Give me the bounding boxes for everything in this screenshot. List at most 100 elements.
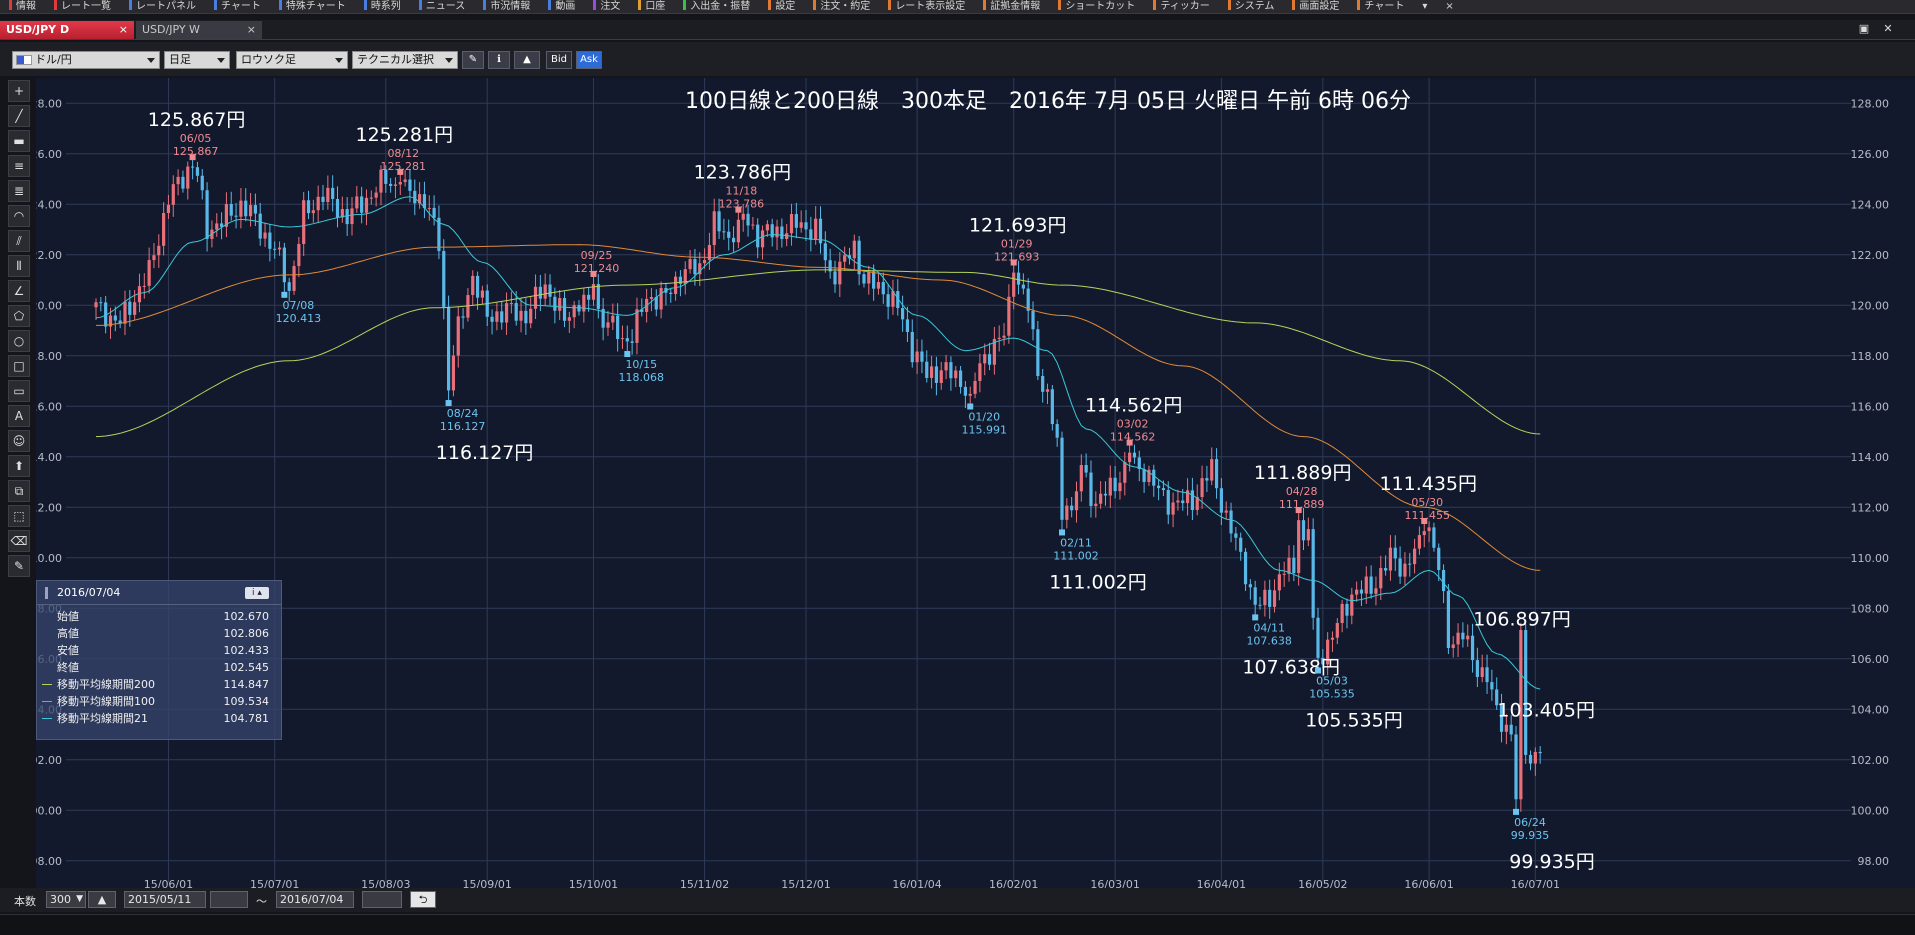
drawing-tool-1-icon[interactable]: ╱ [8, 105, 30, 127]
menu-item-11[interactable]: 入出金・振替 [674, 0, 759, 13]
candle-body [775, 226, 779, 238]
from-time-field[interactable] [210, 891, 248, 908]
chart-title: 100日線と200日線 300本足 2016年 7月 05日 火曜日 午前 6時… [685, 89, 1411, 114]
drawing-tool-10-icon[interactable]: ○ [8, 330, 30, 352]
menu-item-13[interactable]: 注文・約定 [804, 0, 879, 13]
tab-usdjpy-daily[interactable]: USD/JPY D × [0, 21, 134, 39]
window-close-icon[interactable]: ✕ [1883, 22, 1893, 35]
menu-item-17[interactable]: ティッカー [1144, 0, 1218, 13]
ask-button[interactable]: Ask [576, 51, 602, 69]
candle-body [1219, 488, 1223, 513]
close-icon[interactable]: × [246, 23, 256, 36]
menu-item-16[interactable]: ショートカット [1049, 0, 1144, 13]
to-date-field[interactable]: 2016/07/04 [276, 891, 354, 908]
drawing-tool-11-icon[interactable]: □ [8, 355, 30, 377]
bid-button[interactable]: Bid [546, 51, 572, 69]
drawing-tool-7-icon[interactable]: ⦀ [8, 255, 30, 277]
menu-item-10[interactable]: 口座 [629, 0, 674, 13]
top-menu-bar: 情報 レート一覧 レートパネル チャート 特殊チャート 時系列 ニュース 市況情報 動画 注文 口座… [0, 0, 1915, 14]
maximize-icon[interactable]: ▣ [1858, 22, 1870, 35]
menu-item-20[interactable]: チャート [1348, 0, 1413, 13]
drawing-tool-19-icon[interactable]: ✎ [8, 555, 30, 577]
from-date-field[interactable]: 2015/05/11 [124, 891, 206, 908]
menu-item-label: 注文 [600, 0, 621, 12]
candle-body [389, 183, 393, 186]
info-panel-header: 2016/07/04 i ▴ [37, 581, 281, 605]
mountain-chart-icon[interactable]: ▲ [514, 51, 540, 69]
drawing-tool-8-icon[interactable]: ∠ [8, 280, 30, 302]
close-icon[interactable]: × [118, 23, 128, 36]
drawing-tool-5-icon[interactable]: ◠ [8, 205, 30, 227]
menu-item-19[interactable]: 画面設定 [1283, 0, 1348, 13]
symbol-select[interactable]: ドル/円 [12, 51, 160, 69]
menu-item-18[interactable]: システム [1219, 0, 1284, 13]
reload-button[interactable]: ⮌ [410, 891, 436, 908]
to-time-field[interactable] [362, 891, 402, 908]
menu-item-5[interactable]: 時系列 [355, 0, 410, 13]
chart-type-select[interactable]: ロウソク足 [236, 51, 348, 69]
drawing-tool-16-icon[interactable]: ⧉ [8, 480, 30, 502]
candle-body [731, 237, 736, 243]
tab-usdjpy-weekly[interactable]: USD/JPY W × [136, 21, 262, 39]
menu-item-7[interactable]: 市況情報 [474, 0, 539, 13]
candle-body [683, 269, 687, 284]
menu-item-6[interactable]: ニュース [410, 0, 475, 13]
candle-body [886, 294, 890, 307]
candlestick-chart[interactable]: 128.00 128.00 126.00 126.00 124.00 124.00 122.… [24, 78, 1915, 892]
menu-item-9[interactable]: 注文 [584, 0, 629, 13]
menu-item-14[interactable]: レート表示設定 [879, 0, 974, 13]
menu-item-21[interactable]: ▾ [1413, 0, 1436, 13]
info-icon[interactable]: ℹ [488, 51, 510, 69]
menu-item-0[interactable]: 情報 [0, 0, 45, 13]
menu-item-label: ティッカー [1160, 0, 1210, 12]
candle-body [915, 351, 919, 363]
drawing-tool-17-icon[interactable]: ⬚ [8, 505, 30, 527]
pencil-icon[interactable]: ✎ [462, 51, 484, 69]
y-tick-label-right: 114.00 [1851, 451, 1890, 464]
menu-item-3[interactable]: チャート [205, 0, 270, 13]
y-tick-label-right: 128.00 [1851, 97, 1890, 110]
period-select[interactable]: 日足 [164, 51, 230, 69]
menu-item-1[interactable]: レート一覧 [45, 0, 120, 13]
y-tick-label-right: 110.00 [1851, 552, 1890, 565]
drawing-tool-15-icon[interactable]: ⬆ [8, 455, 30, 477]
candle-body [1321, 657, 1325, 665]
info-row: 安値 102.433 [37, 642, 281, 659]
menu-item-12[interactable]: 設定 [759, 0, 804, 13]
drawing-tool-4-icon[interactable]: ≣ [8, 180, 30, 202]
menu-mark-icon [888, 0, 892, 10]
chevron-up-icon[interactable]: ▲ [88, 891, 116, 908]
drawing-tool-14-icon[interactable]: ☺ [8, 430, 30, 452]
collapse-icon[interactable]: i ▴ [245, 587, 269, 599]
info-value: 114.847 [223, 678, 270, 691]
candle-body [751, 224, 755, 226]
count-select[interactable]: 300 ▼ [46, 891, 86, 908]
candle-body [1045, 389, 1050, 392]
drag-handle-icon[interactable] [45, 587, 48, 599]
drawing-tool-18-icon[interactable]: ⌫ [8, 530, 30, 552]
menu-item-8[interactable]: 動画 [539, 0, 584, 13]
chart-svg[interactable]: 128.00 128.00 126.00 126.00 124.00 124.00 122.… [24, 78, 1915, 892]
drawing-tool-0-icon[interactable]: + [8, 80, 30, 102]
y-tick-label-right: 108.00 [1851, 602, 1890, 615]
menu-item-22[interactable]: × [1436, 0, 1462, 13]
candle-body [191, 166, 195, 168]
drawing-tool-13-icon[interactable]: A [8, 405, 30, 427]
candle-body [702, 260, 707, 264]
drawing-tool-12-icon[interactable]: ▭ [8, 380, 30, 402]
candle-body [1316, 617, 1320, 658]
candle-body [224, 204, 229, 227]
drawing-tool-9-icon[interactable]: ⬠ [8, 305, 30, 327]
candle-body [229, 204, 233, 216]
drawing-tool-2-icon[interactable]: ▬ [8, 130, 30, 152]
menu-item-2[interactable]: レートパネル [120, 0, 205, 13]
tab-label: USD/JPY D [6, 23, 70, 36]
menu-item-4[interactable]: 特殊チャート [270, 0, 355, 13]
candle-body [548, 284, 552, 297]
candle-body [828, 260, 832, 272]
y-tick-label: 118.00 [36, 350, 62, 363]
technical-select[interactable]: テクニカル選択 [352, 51, 458, 69]
drawing-tool-3-icon[interactable]: ≡ [8, 155, 30, 177]
drawing-tool-6-icon[interactable]: ⫽ [8, 230, 30, 252]
menu-item-15[interactable]: 証拠金情報 [974, 0, 1049, 13]
